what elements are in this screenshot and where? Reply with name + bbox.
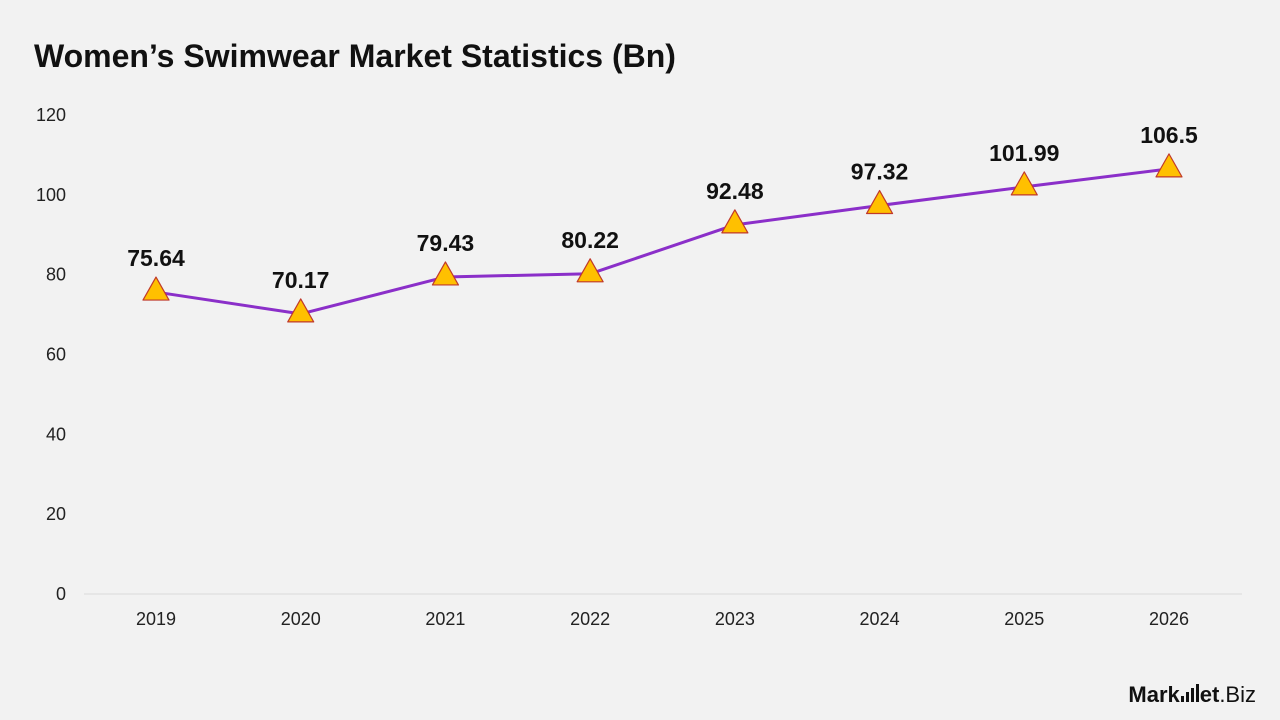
data-point <box>865 189 894 215</box>
brand-logo: Mark et .Biz <box>1128 682 1256 708</box>
data-label: 106.5 <box>1140 122 1198 148</box>
x-tick-label: 2023 <box>715 609 755 629</box>
y-tick-label: 80 <box>46 265 66 285</box>
data-labels: 75.64 70.17 79.43 80.22 92.48 97.32 101.99 106.… <box>127 122 1198 293</box>
data-label: 75.64 <box>127 245 185 271</box>
bar-chart-icon <box>1180 684 1199 702</box>
data-point <box>431 261 460 286</box>
data-point <box>721 209 749 234</box>
data-label: 79.43 <box>417 230 475 256</box>
y-tick-label: 120 <box>36 105 66 125</box>
data-point <box>142 276 170 301</box>
data-point <box>287 298 315 323</box>
x-axis: 2019 2020 2021 2022 2023 2024 2025 2026 <box>136 609 1189 629</box>
x-tick-label: 2019 <box>136 609 176 629</box>
data-markers <box>142 153 1183 323</box>
y-tick-label: 60 <box>46 345 66 365</box>
y-axis: 0 20 40 60 80 100 120 <box>36 105 66 604</box>
chart-title: Women’s Swimwear Market Statistics (Bn) <box>34 38 676 74</box>
brand-text-part3: .Biz <box>1219 682 1256 707</box>
series-line <box>155 167 1170 316</box>
data-label: 70.17 <box>272 267 330 293</box>
data-point <box>1155 153 1183 178</box>
x-tick-label: 2021 <box>425 609 465 629</box>
data-label: 101.99 <box>989 140 1059 166</box>
y-tick-label: 40 <box>46 424 66 444</box>
y-tick-label: 100 <box>36 185 66 205</box>
data-label: 80.22 <box>561 227 619 253</box>
data-label: 97.32 <box>851 159 909 185</box>
x-tick-label: 2025 <box>1004 609 1044 629</box>
brand-text-part2: et <box>1199 682 1220 707</box>
data-point <box>576 258 604 283</box>
y-tick-label: 20 <box>46 504 66 524</box>
data-label: 92.48 <box>706 178 764 204</box>
x-tick-label: 2024 <box>860 609 900 629</box>
x-tick-label: 2026 <box>1149 609 1189 629</box>
x-tick-label: 2020 <box>281 609 321 629</box>
x-tick-label: 2022 <box>570 609 610 629</box>
brand-text-part1: Mark <box>1128 682 1180 707</box>
y-tick-label: 0 <box>56 584 66 604</box>
data-point <box>1010 171 1038 196</box>
